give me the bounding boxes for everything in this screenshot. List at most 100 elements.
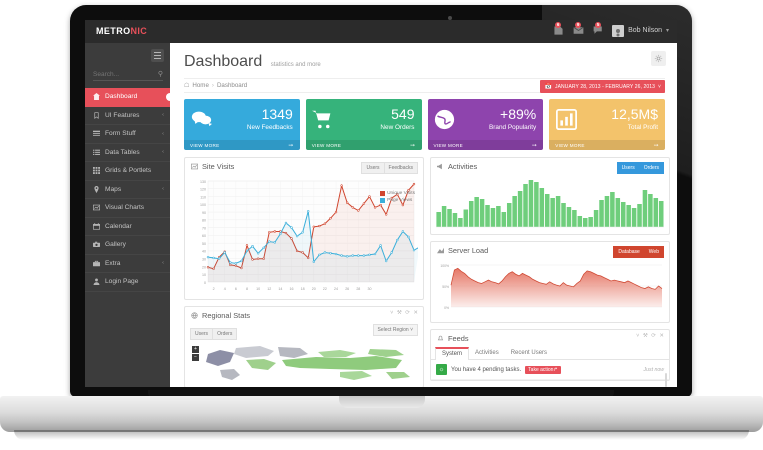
portlet-controls: ˅ ⚒ ⟳ ✕	[390, 310, 418, 316]
arrow-circle-icon: ➙	[288, 142, 294, 149]
feeds-tabs: System Activities Recent Users	[431, 347, 669, 360]
table-icon	[93, 149, 100, 156]
portlet-body: 0% 50% 100%	[431, 259, 669, 322]
search-icon[interactable]: ⚲	[157, 71, 163, 78]
close-icon[interactable]: ✕	[413, 310, 418, 316]
tab-web[interactable]: Web	[643, 246, 664, 258]
take-action-button[interactable]: Take action↱	[525, 365, 561, 374]
sidebar-toggle-icon[interactable]	[151, 49, 164, 62]
stat-tile-total-profit[interactable]: 12,5M$ Total Profit VIEW MORE ➙	[549, 99, 665, 150]
home-icon: ☖	[184, 83, 190, 89]
search-box[interactable]: ⚲	[93, 68, 163, 81]
tab-users[interactable]: Users	[361, 162, 384, 174]
legend-label: Page Views	[387, 197, 413, 203]
view-more-label: VIEW MORE	[311, 142, 342, 148]
sidebar-item-dashboard[interactable]: Dashboard	[85, 88, 174, 107]
svg-text:120: 120	[200, 188, 206, 192]
portlet-title: Activities	[448, 162, 478, 171]
stat-label: New Orders	[380, 124, 415, 132]
feed-timestamp: Just now	[643, 366, 664, 373]
sidebar-item-calendar[interactable]: Calendar	[85, 218, 170, 236]
tab-database[interactable]: Database	[613, 246, 644, 258]
portlet-title: Regional Stats	[202, 311, 251, 320]
portlet-body: System Activities Recent Users ☼ You hav…	[431, 347, 669, 387]
feed-text: You have 4 pending tasks.	[451, 366, 522, 373]
breadcrumb-home[interactable]: Home	[192, 82, 209, 89]
view-more-button[interactable]: VIEW MORE ➙	[549, 140, 665, 150]
svg-text:70: 70	[202, 226, 206, 230]
portlet-feeds: Feeds ˅ ⚒ ⟳ ✕ System Activities	[430, 329, 670, 387]
sidebar-item-grids-portlets[interactable]: Grids & Portlets	[85, 162, 170, 181]
world-map[interactable]: + −	[190, 344, 418, 382]
server-load-chart[interactable]: 0% 50% 100%	[436, 261, 664, 317]
brand-logo[interactable]: METRONIC	[96, 26, 147, 36]
svg-text:2: 2	[213, 287, 215, 291]
breadcrumb-separator: ›	[211, 82, 214, 89]
tab-activities[interactable]: Activities	[475, 350, 499, 356]
envelope-icon[interactable]: 9	[572, 22, 585, 37]
config-icon[interactable]: ⚒	[642, 333, 648, 339]
close-icon[interactable]: ✕	[659, 333, 664, 339]
select-region-dropdown[interactable]: Select Region ˅	[372, 324, 418, 336]
stat-tile-new-orders[interactable]: 549 New Orders VIEW MORE ➙	[305, 99, 422, 150]
date-range-picker[interactable]: 📅 JANUARY 28, 2013 - FEBRUARY 26, 2013 ˅	[540, 80, 665, 93]
sidebar-item-label: Extra	[105, 259, 121, 267]
select-region-label: Select Region	[377, 327, 409, 333]
tab-system[interactable]: System	[435, 347, 470, 360]
screen: METRONIC 6 9	[85, 20, 677, 387]
chevron-left-icon: ‹	[162, 186, 164, 193]
sidebar-item-gallery[interactable]: Gallery	[85, 236, 170, 255]
chevron-down-icon: ▾	[665, 28, 669, 34]
portlet-activities: Activities Users Orders	[430, 157, 670, 235]
zoom-in-button[interactable]: +	[192, 346, 199, 353]
sidebar-item-visual-charts[interactable]: Visual Charts	[85, 199, 170, 218]
portlet-title: Site Visits	[202, 162, 235, 171]
search-input[interactable]	[93, 70, 151, 78]
feed-item[interactable]: ☼ You have 4 pending tasks. Take action↱…	[431, 360, 669, 380]
cart-icon	[312, 109, 334, 131]
collapse-icon[interactable]: ˅	[390, 310, 394, 316]
bell-icon	[437, 335, 444, 342]
tab-orders[interactable]: Orders	[638, 162, 664, 174]
sidebar-item-form-stuff[interactable]: Form Stuff ‹	[85, 125, 170, 144]
sidebar-item-maps[interactable]: Maps ‹	[85, 181, 170, 199]
bell-icon: ☼	[436, 364, 447, 375]
portlet-header: Regional Stats ˅ ⚒ ⟳ ✕	[185, 307, 423, 324]
activities-chart[interactable]	[436, 177, 664, 229]
view-more-button[interactable]: VIEW MORE ➙	[305, 140, 422, 150]
zoom-out-button[interactable]: −	[192, 354, 199, 361]
feeds-scrollbar[interactable]	[665, 373, 667, 387]
sidebar-item-data-tables[interactable]: Data Tables ‹	[85, 144, 170, 162]
sidebar-item-ui-features[interactable]: UI Features ‹	[85, 107, 170, 125]
comments-badge: 5	[595, 22, 602, 28]
reload-icon[interactable]: ⟳	[651, 333, 656, 339]
chevron-down-icon: ˅	[657, 83, 661, 90]
config-icon[interactable]: ⚒	[396, 310, 402, 316]
reload-icon[interactable]: ⟳	[405, 310, 410, 316]
stat-tile-new-feedbacks[interactable]: 1349 New Feedbacks VIEW MORE ➙	[184, 99, 300, 150]
tab-users[interactable]: Users	[190, 328, 213, 340]
chevron-left-icon: ‹	[162, 130, 164, 137]
date-range-label: JANUARY 28, 2013 - FEBRUARY 26, 2013	[555, 83, 655, 90]
left-column: Site Visits Users Feedbacks 0 10 20 30 40 50 6…	[184, 157, 424, 387]
comments-icon[interactable]: 5	[592, 22, 605, 37]
tasks-icon[interactable]: 6	[552, 22, 565, 37]
sidebar-item-extra[interactable]: Extra ‹	[85, 255, 170, 273]
gear-icon[interactable]	[651, 51, 666, 66]
stat-tile-brand-popularity[interactable]: +89% Brand Popularity VIEW MORE ➙	[427, 99, 544, 150]
tab-orders[interactable]: Orders	[212, 328, 238, 340]
svg-text:50: 50	[202, 242, 206, 246]
collapse-icon[interactable]: ˅	[636, 333, 640, 339]
stat-label: Total Profit	[627, 124, 658, 132]
view-more-button[interactable]: VIEW MORE ➙	[184, 140, 300, 150]
user-menu[interactable]: Bob Nilson ▾	[612, 24, 669, 37]
stat-label: Brand Popularity	[489, 124, 537, 132]
sidebar-item-login-page[interactable]: Login Page	[85, 273, 170, 292]
map-shapes	[206, 346, 410, 380]
view-more-button[interactable]: VIEW MORE ➙	[427, 140, 544, 150]
tab-users[interactable]: Users	[616, 162, 639, 174]
tab-recent-users[interactable]: Recent Users	[510, 350, 548, 356]
portlet-body	[431, 175, 669, 234]
tab-feedbacks[interactable]: Feedbacks	[383, 162, 418, 174]
